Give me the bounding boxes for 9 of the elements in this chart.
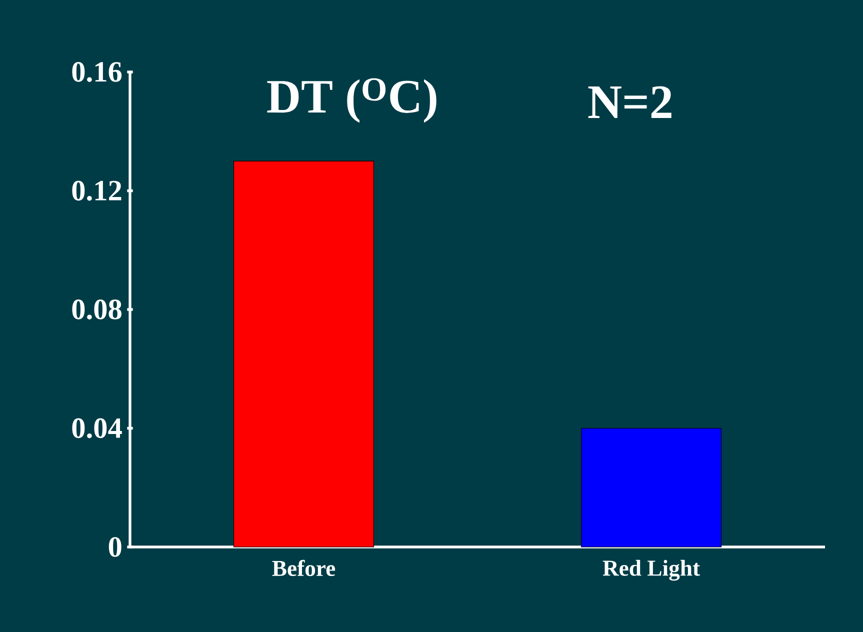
chart-title: DT ($^{O}$C) [267, 78, 436, 123]
x-tick-label: Before [272, 560, 336, 576]
y-tick-label: 0.04 [72, 418, 122, 438]
y-tick-label: 0.12 [72, 180, 122, 201]
y-tick-label: 0.08 [72, 300, 122, 320]
annotation: N=2 [588, 86, 672, 118]
y-tick-label: 0 [108, 537, 122, 557]
x-tick-label: Red Light [602, 560, 700, 581]
y-tick-label: 0.16 [72, 62, 122, 82]
